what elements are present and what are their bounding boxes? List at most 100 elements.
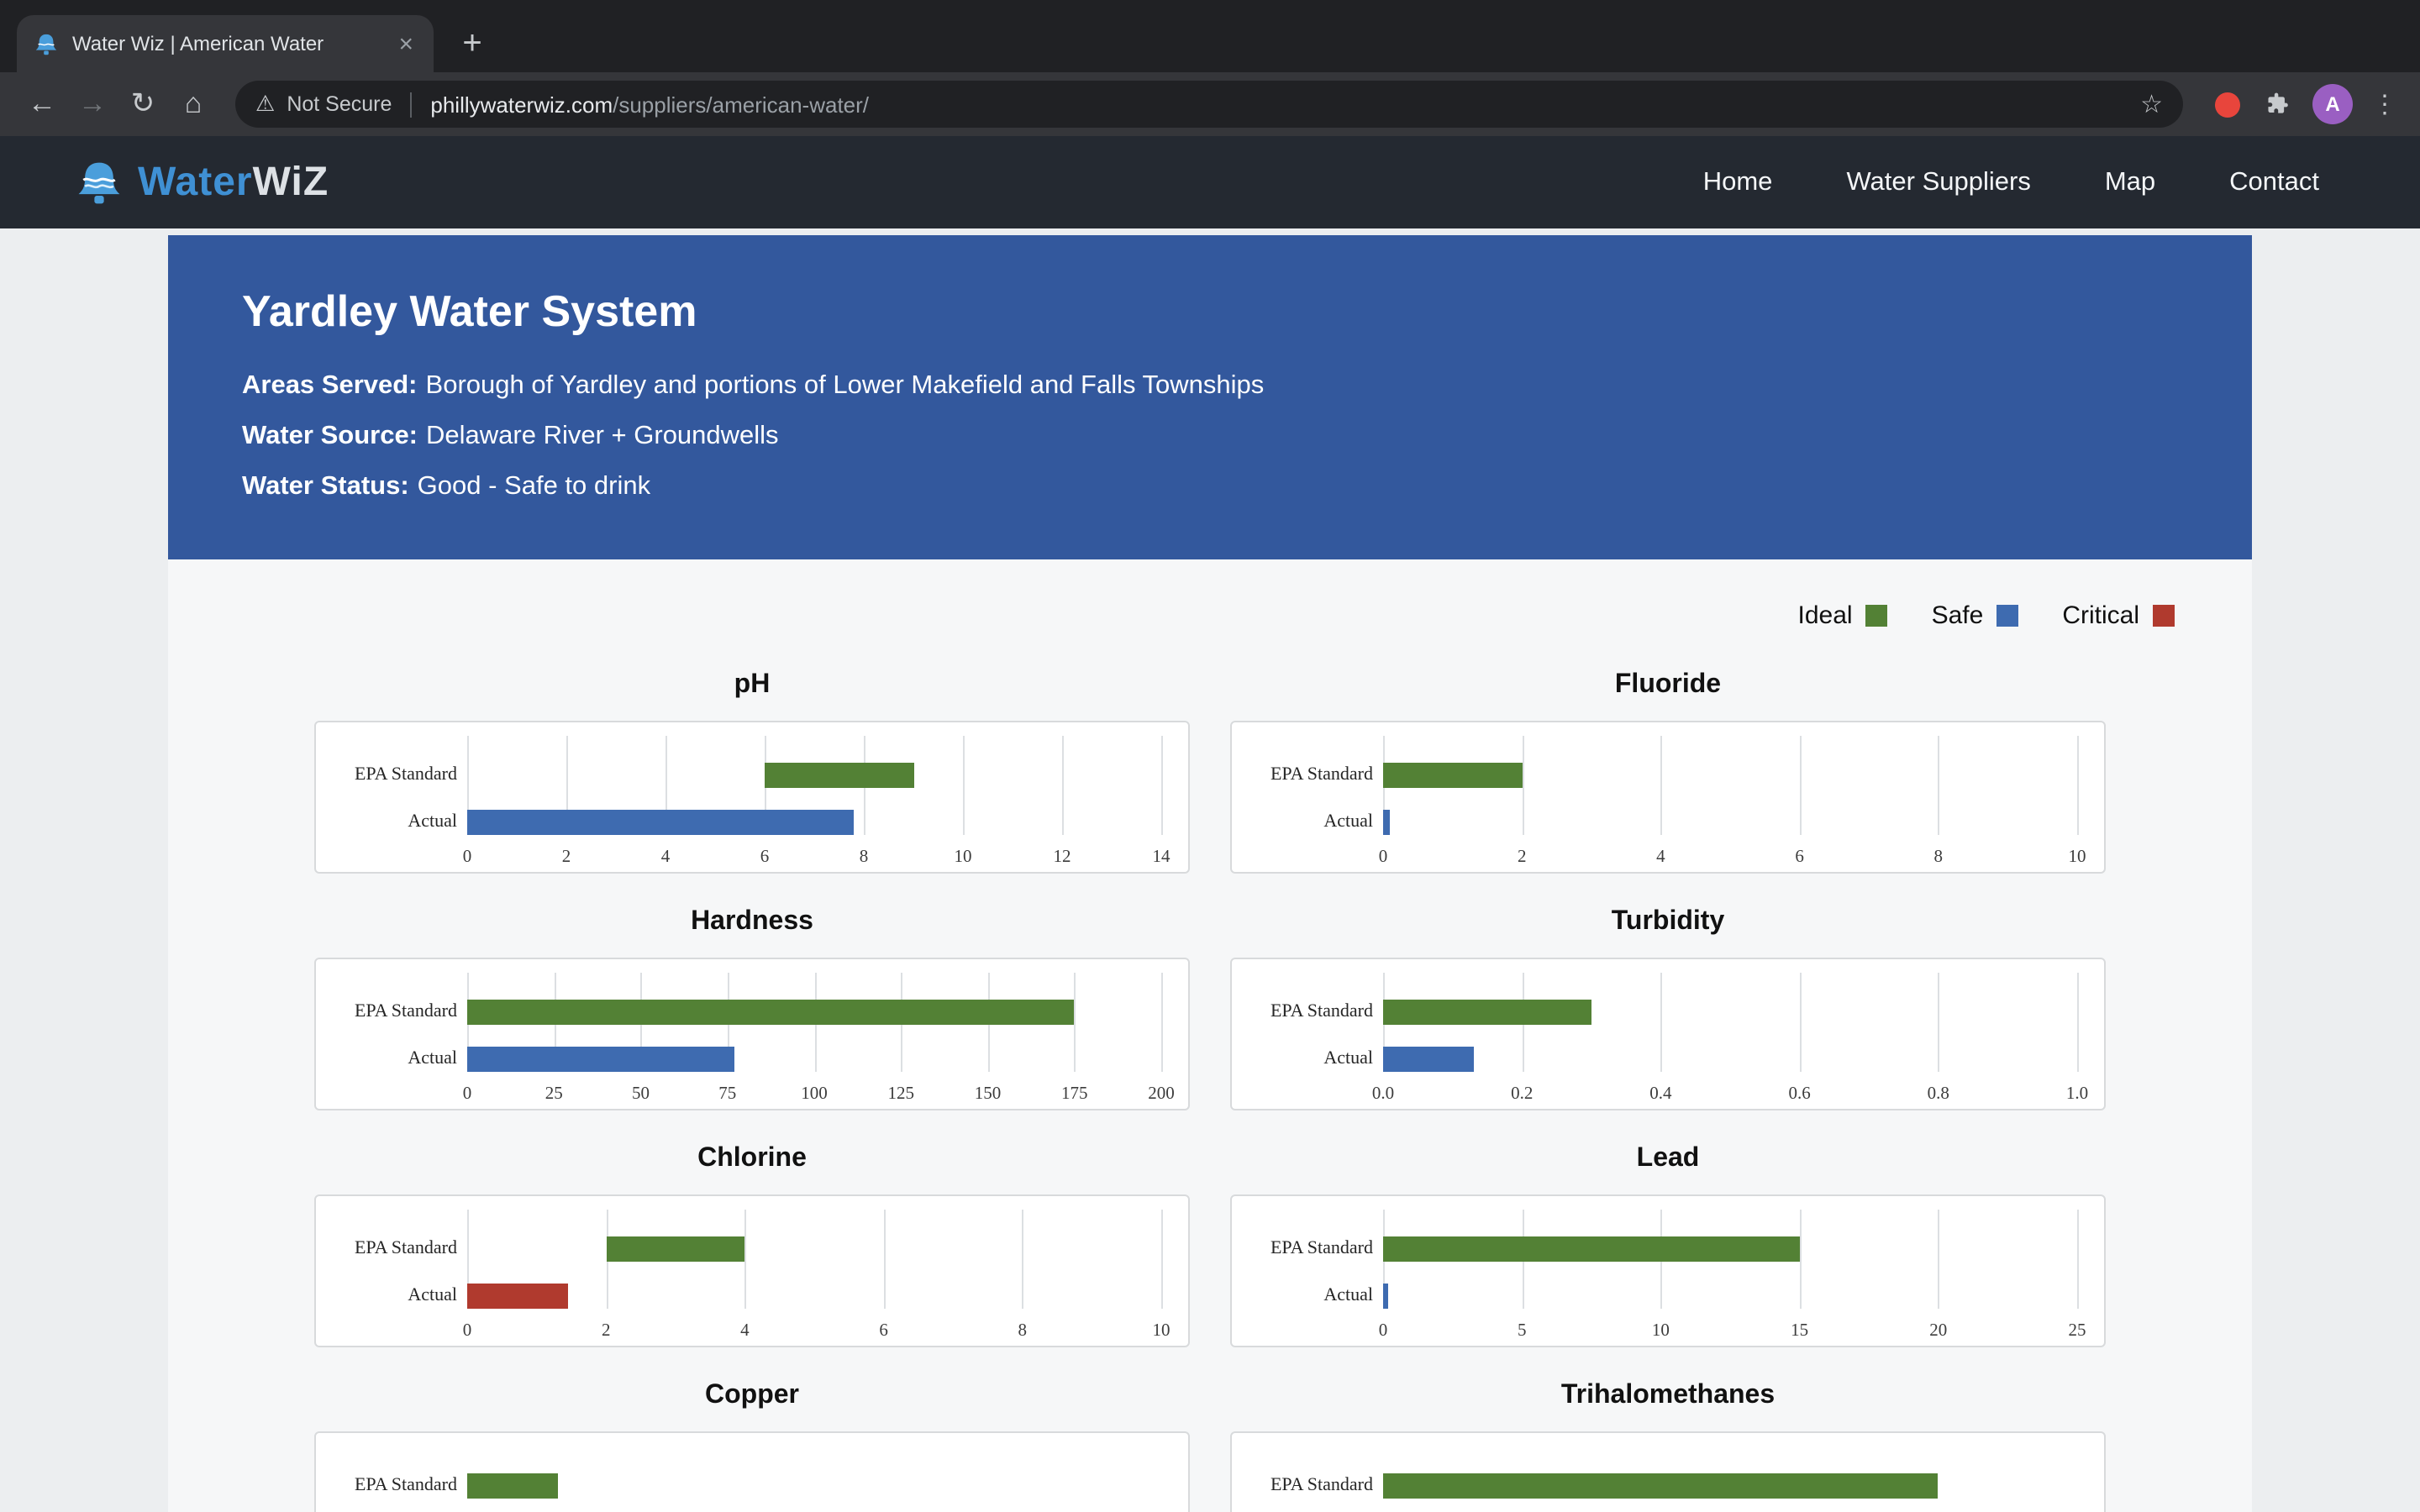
legend-item-critical: Critical [2062,601,2175,629]
x-tick-label: 0 [462,1322,472,1341]
chart-plot-trihalomethanes: EPA Standard [1230,1431,2106,1512]
chart-title-hardness: Hardness [691,907,813,936]
x-tick-label: 14 [1152,848,1171,867]
gridline [883,1210,886,1309]
gridline [1799,736,1802,835]
browser-tab[interactable]: Water Wiz | American Water × [17,15,434,72]
x-tick-label: 25 [2068,1322,2086,1341]
page-content: Yardley Water System Areas Served: Boroug… [168,228,2252,1512]
x-tick-label: 2 [601,1322,611,1341]
gridline [1799,973,1802,1072]
adblock-extension-icon[interactable] [2215,92,2240,117]
url-path: /suppliers/american-water/ [613,92,870,117]
water-system-hero: Yardley Water System Areas Served: Boroug… [168,235,2252,559]
x-tick-label: 8 [859,848,869,867]
logo-text-wiz: WiZ [252,159,329,204]
x-tick-label: 6 [760,848,770,867]
gridline [666,736,667,835]
profile-avatar[interactable]: A [2312,84,2353,124]
gridline [566,736,568,835]
chart-title-copper: Copper [705,1381,799,1410]
chart-plot-ph: 0 2 4 6 8 10 12 14 EPA Standard Actual [314,721,1190,874]
category-label: Actual [408,1285,457,1305]
chart-title-lead: Lead [1636,1144,1700,1173]
bar-ideal [606,1236,745,1262]
gridline [1938,1210,1940,1309]
bookmark-star-icon[interactable]: ☆ [2140,91,2163,119]
legend-label: Critical [2062,601,2139,629]
x-tick-label: 20 [1929,1322,1948,1341]
chart-fluoride: Fluoride 0 2 4 6 8 10 EPA Standard Actual [1230,637,2106,874]
legend-label: Safe [1931,601,1984,629]
logo-bell-icon [78,161,120,203]
charts-section: Ideal Safe Critical pH 0 2 4 6 8 10 12 14 EPA Sta… [168,559,2252,1512]
extensions-puzzle-icon[interactable] [2255,91,2299,118]
category-label: EPA Standard [354,1475,457,1495]
tab-close-icon[interactable]: × [398,29,413,58]
x-tick-label: 1.0 [2065,1085,2089,1104]
chart-plot-hardness: 0 25 50 75 100 125 150 175 200 EPA Standard Actual [314,958,1190,1110]
address-bar[interactable]: ⚠ Not Secure phillywaterwiz.com/supplier… [235,81,2183,128]
reload-button[interactable]: ↻ [130,87,155,119]
forward-button[interactable]: → [78,87,107,119]
x-tick-label: 200 [1148,1085,1175,1104]
legend-label: Ideal [1797,601,1853,629]
chart-plot-turbidity: 0.0 0.2 0.4 0.6 0.8 1.0 EPA Standard Actual [1230,958,2106,1110]
omnibox-divider [410,92,413,117]
gridline [1161,736,1163,835]
gridline [1522,736,1524,835]
x-tick-label: 2 [561,848,571,867]
bar-ideal [1383,1236,1800,1262]
x-tick-label: 0.8 [1927,1085,1949,1104]
x-tick-label: 100 [801,1085,828,1104]
hero-field-label: Water Source: [242,422,418,450]
x-tick-label: 0 [462,848,472,867]
category-label: Actual [1323,811,1373,832]
chart-copper: Copper EPA Standard [314,1347,1190,1512]
bar-ideal [765,763,913,788]
chart-chlorine: Chlorine 0 2 4 6 8 10 EPA Standard Actual [314,1110,1190,1347]
bar-ideal [1383,1473,1939,1499]
home-button[interactable]: ⌂ [184,87,203,119]
x-tick-label: 0.0 [1371,1085,1395,1104]
site-logo[interactable]: WaterWiZ [74,157,329,207]
browser-menu-kebab-icon[interactable]: ⋮ [2372,91,2397,119]
hero-field-value: Delaware River + Groundwells [426,422,779,450]
bar-ideal [1383,763,1523,788]
x-tick-label: 6 [1795,848,1804,867]
new-tab-button[interactable]: + [462,24,482,61]
x-tick-label: 10 [1152,1322,1171,1341]
x-tick-label: 8 [1933,848,1944,867]
gridline [1938,973,1940,1072]
logo-text: WaterWiZ [138,159,329,206]
chart-title-fluoride: Fluoride [1614,670,1722,699]
page-title: Yardley Water System [242,286,697,336]
gridline [1161,1210,1163,1309]
site-header: WaterWiZ Home Water Suppliers Map Contac… [0,136,2420,228]
x-tick-label: 0 [1378,1322,1388,1341]
gridline [467,736,469,835]
category-label: EPA Standard [1270,1001,1373,1021]
nav-home[interactable]: Home [1702,167,1773,196]
x-tick-label: 125 [887,1085,915,1104]
chart-plot-fluoride: 0 2 4 6 8 10 EPA Standard Actual [1230,721,2106,874]
nav-water-suppliers[interactable]: Water Suppliers [1846,167,2031,196]
nav-contact[interactable]: Contact [2229,167,2319,196]
bar-safe [1383,1284,1389,1309]
nav-map[interactable]: Map [2104,167,2156,196]
chart-turbidity: Turbidity 0.0 0.2 0.4 0.6 0.8 1.0 EPA Standard A… [1230,874,2106,1110]
gridline [2077,736,2079,835]
x-tick-label: 0.4 [1649,1085,1672,1104]
bar-ideal [467,1473,558,1499]
hero-field-water-source: Water Source: Delaware River + Groundwell… [242,422,2178,452]
category-label: Actual [408,811,457,832]
url-domain: phillywaterwiz.com [430,92,613,117]
security-label[interactable]: Not Secure [287,92,392,116]
gridline [1022,1210,1024,1309]
logo-text-water: Water [138,159,253,204]
hero-field-label: Water Status: [242,472,409,501]
hero-field-label: Areas Served: [242,371,418,400]
bar-critical [467,1284,568,1309]
back-button[interactable]: ← [28,87,56,119]
